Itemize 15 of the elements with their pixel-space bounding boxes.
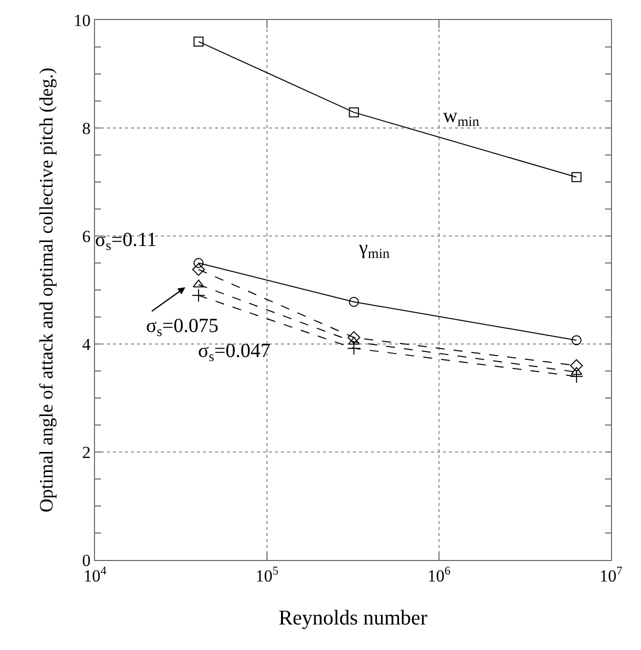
y-tick-label: 2	[82, 442, 91, 462]
y-tick-label: 6	[82, 226, 91, 246]
annotation: w$_{min}$	[443, 105, 480, 130]
x-axis-title: Reynolds number	[278, 606, 428, 630]
y-tick-label: 8	[82, 118, 91, 138]
annotation: γ$_{min}$	[358, 237, 390, 262]
x-tick-label: 10$^{6}$	[428, 563, 451, 586]
y-tick-label: 4	[82, 334, 92, 354]
annotation: σ$_{s}$=0.11	[95, 229, 157, 254]
annotation: σ$_{s}$=0.075	[146, 315, 219, 340]
annotation: σ$_{s}$=0.047	[198, 340, 271, 366]
x-tick-label: 10$^{7}$	[600, 563, 623, 586]
y-tick-label: 10	[74, 10, 91, 30]
y-axis-title: Optimal angle of attack and optimal collective pitch (deg.)	[36, 68, 58, 512]
x-tick-label: 10$^{5}$	[256, 563, 279, 586]
